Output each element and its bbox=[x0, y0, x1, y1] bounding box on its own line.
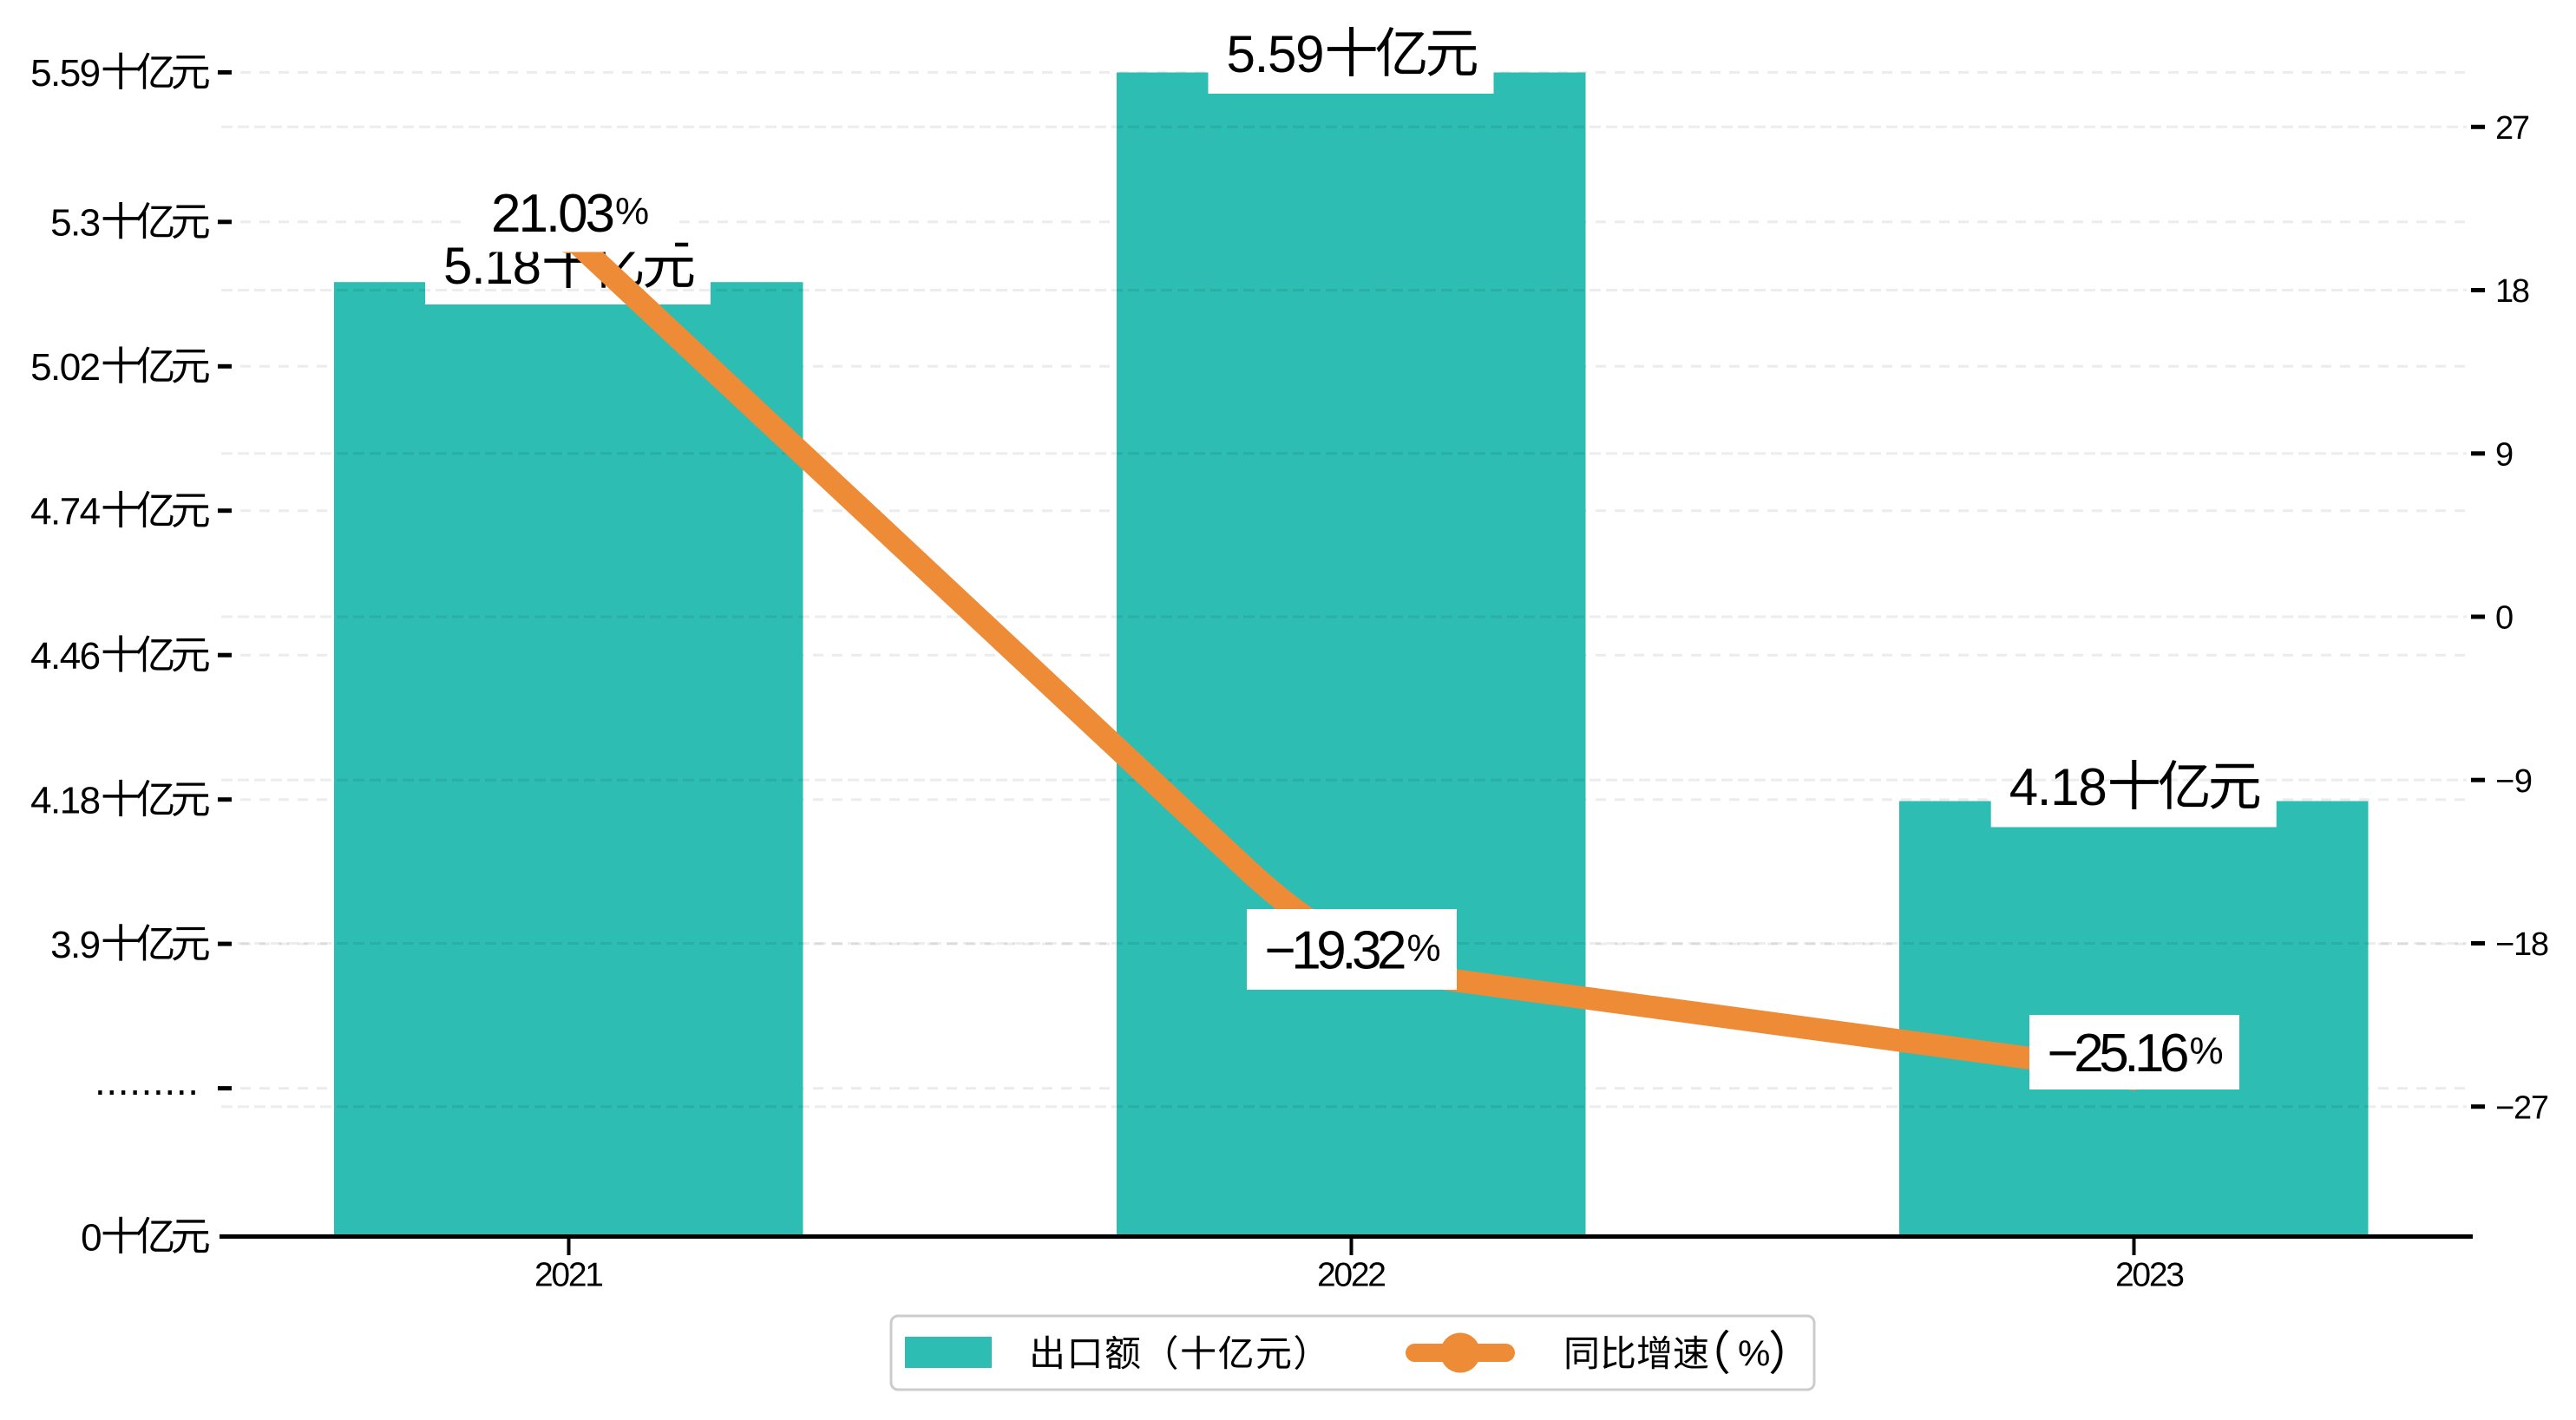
svg-text:−25.16: −25.16 bbox=[2048, 1024, 2190, 1083]
svg-text:−27: −27 bbox=[2495, 1090, 2549, 1126]
svg-text:.........: ......... bbox=[95, 1058, 200, 1103]
svg-text:0: 0 bbox=[81, 1216, 102, 1259]
svg-text:4.74: 4.74 bbox=[30, 491, 101, 533]
svg-text:9: 9 bbox=[2495, 437, 2514, 474]
svg-text:2022: 2022 bbox=[1317, 1256, 1386, 1293]
svg-text:−18: −18 bbox=[2495, 926, 2549, 963]
svg-text:%: % bbox=[1407, 927, 1441, 970]
svg-text:18: 18 bbox=[2495, 273, 2530, 310]
svg-text:5.3: 5.3 bbox=[50, 202, 101, 245]
svg-text:5.02: 5.02 bbox=[30, 346, 101, 389]
svg-text:5.59: 5.59 bbox=[1227, 25, 1325, 83]
svg-text:4.18: 4.18 bbox=[30, 780, 101, 822]
svg-text:3.9: 3.9 bbox=[50, 924, 101, 966]
svg-text:27: 27 bbox=[2495, 110, 2530, 147]
svg-text:%: % bbox=[1738, 1333, 1770, 1374]
svg-text:4.46: 4.46 bbox=[30, 635, 101, 677]
svg-text:%: % bbox=[2190, 1030, 2224, 1072]
svg-text:2021: 2021 bbox=[534, 1256, 604, 1293]
svg-text:5.59: 5.59 bbox=[30, 52, 101, 95]
svg-text:4.18: 4.18 bbox=[2009, 758, 2107, 816]
svg-text:%: % bbox=[615, 190, 649, 232]
svg-text:2023: 2023 bbox=[2115, 1256, 2185, 1293]
svg-text:−19.32: −19.32 bbox=[1265, 921, 1407, 981]
svg-text:−9: −9 bbox=[2495, 763, 2533, 800]
svg-text:0: 0 bbox=[2495, 600, 2514, 637]
svg-text:21.03: 21.03 bbox=[491, 184, 615, 244]
